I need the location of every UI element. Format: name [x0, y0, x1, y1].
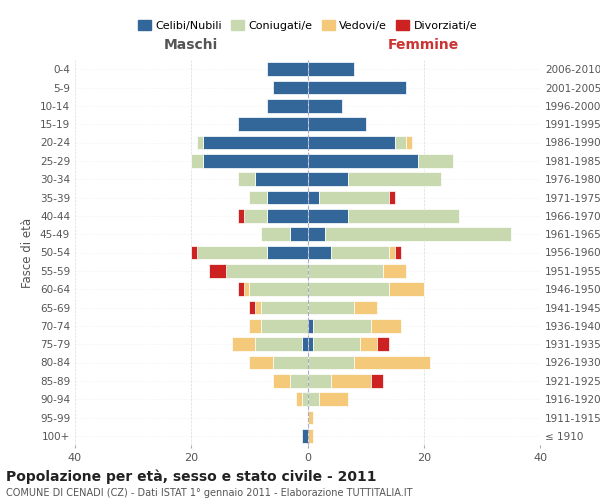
Bar [308, 264, 383, 278]
Bar [238, 172, 255, 186]
Bar [348, 172, 441, 186]
Bar [308, 338, 313, 351]
Bar [354, 300, 377, 314]
Bar [308, 429, 313, 442]
Bar [406, 136, 412, 149]
Bar [371, 374, 383, 388]
Bar [308, 62, 354, 76]
Bar [308, 246, 331, 260]
Bar [267, 190, 308, 204]
Bar [395, 246, 401, 260]
Bar [308, 209, 348, 222]
Bar [255, 172, 308, 186]
Bar [302, 392, 308, 406]
Bar [308, 136, 395, 149]
Bar [203, 154, 308, 168]
Bar [308, 319, 313, 332]
Bar [203, 136, 308, 149]
Bar [319, 392, 348, 406]
Bar [313, 319, 371, 332]
Bar [302, 429, 308, 442]
Bar [395, 136, 406, 149]
Bar [226, 264, 308, 278]
Bar [371, 319, 401, 332]
Text: Maschi: Maschi [164, 38, 218, 52]
Bar [267, 209, 308, 222]
Bar [261, 300, 308, 314]
Bar [267, 62, 308, 76]
Bar [191, 154, 203, 168]
Bar [308, 374, 331, 388]
Bar [290, 374, 308, 388]
Bar [232, 338, 255, 351]
Bar [308, 154, 418, 168]
Bar [250, 282, 308, 296]
Bar [255, 300, 261, 314]
Bar [308, 118, 365, 131]
Bar [360, 338, 377, 351]
Bar [250, 319, 261, 332]
Text: Popolazione per età, sesso e stato civile - 2011: Popolazione per età, sesso e stato civil… [6, 470, 377, 484]
Bar [272, 80, 308, 94]
Bar [272, 374, 290, 388]
Bar [191, 246, 197, 260]
Bar [308, 392, 319, 406]
Bar [250, 356, 272, 370]
Bar [261, 319, 308, 332]
Bar [377, 338, 389, 351]
Bar [250, 190, 267, 204]
Bar [348, 209, 458, 222]
Bar [308, 300, 354, 314]
Bar [238, 282, 244, 296]
Bar [389, 246, 395, 260]
Bar [255, 338, 302, 351]
Bar [302, 338, 308, 351]
Bar [308, 190, 319, 204]
Bar [331, 246, 389, 260]
Bar [389, 190, 395, 204]
Bar [209, 264, 226, 278]
Bar [244, 209, 267, 222]
Bar [261, 228, 290, 241]
Bar [267, 99, 308, 112]
Bar [267, 246, 308, 260]
Y-axis label: Fasce di età: Fasce di età [22, 218, 34, 288]
Bar [418, 154, 453, 168]
Bar [238, 118, 308, 131]
Bar [308, 172, 348, 186]
Legend: Celibi/Nubili, Coniugati/e, Vedovi/e, Divorziati/e: Celibi/Nubili, Coniugati/e, Vedovi/e, Di… [133, 16, 482, 35]
Bar [308, 410, 313, 424]
Bar [331, 374, 371, 388]
Bar [272, 356, 308, 370]
Bar [290, 228, 308, 241]
Bar [197, 136, 203, 149]
Bar [296, 392, 302, 406]
Bar [238, 209, 244, 222]
Bar [319, 190, 389, 204]
Bar [354, 356, 430, 370]
Bar [308, 99, 343, 112]
Bar [325, 228, 511, 241]
Text: Femmine: Femmine [388, 38, 460, 52]
Bar [308, 80, 406, 94]
Bar [308, 282, 389, 296]
Bar [383, 264, 406, 278]
Bar [313, 338, 360, 351]
Bar [197, 246, 267, 260]
Bar [389, 282, 424, 296]
Bar [250, 300, 255, 314]
Text: COMUNE DI CENADI (CZ) - Dati ISTAT 1° gennaio 2011 - Elaborazione TUTTITALIA.IT: COMUNE DI CENADI (CZ) - Dati ISTAT 1° ge… [6, 488, 413, 498]
Bar [308, 228, 325, 241]
Bar [244, 282, 250, 296]
Bar [308, 356, 354, 370]
